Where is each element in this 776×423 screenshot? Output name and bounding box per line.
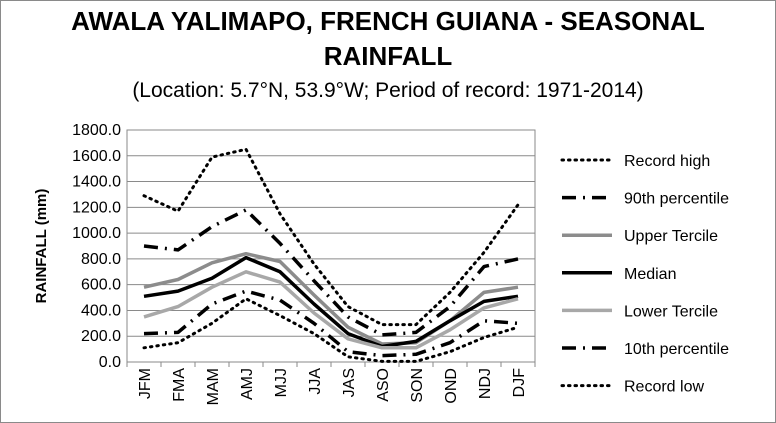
- x-tick-label: NDJ: [477, 368, 494, 399]
- legend-label: 90th percentile: [624, 191, 729, 208]
- legend-label: Record high: [624, 153, 710, 170]
- chart-subtitle: (Location: 5.7°N, 53.9°W; Period of reco…: [132, 79, 644, 102]
- y-tick-label: 400.0: [81, 302, 121, 319]
- legend-item-upper-tercile: Upper Tercile: [562, 228, 718, 245]
- x-tick-labels: JFM FMA MAM AMJ MJJ JJA JAS ASO SON OND NDJ DJF: [126, 362, 536, 405]
- series-lines: [142, 147, 520, 363]
- legend-label: Lower Tercile: [624, 303, 718, 320]
- y-tick-label: 800.0: [81, 251, 121, 268]
- x-tick-label: JFM: [137, 368, 154, 399]
- y-tick-label: 600.0: [81, 277, 121, 294]
- legend-item-record-low: Record low: [560, 379, 704, 396]
- legend-item-median: Median: [562, 266, 676, 283]
- legend-item-record-high: Record high: [560, 153, 710, 170]
- series-line-record-low: [142, 297, 520, 363]
- x-tick-label: JJA: [307, 368, 324, 395]
- series-line-lower-tercile: [143, 270, 519, 350]
- y-tick-label: 1000.0: [72, 225, 121, 242]
- y-tick-label: 1200.0: [72, 199, 121, 216]
- y-tick-labels: 0.0 200.0 400.0 600.0 800.0 1000.0 1200.0 1400.…: [72, 122, 121, 371]
- legend-item-10th-percentile: 10th percentile: [562, 341, 729, 358]
- x-tick-label: MJJ: [273, 368, 290, 397]
- chart-title-line-2: RAINFALL: [323, 41, 453, 71]
- series-line-median: [143, 255, 519, 349]
- y-tick-label: 1600.0: [72, 148, 121, 165]
- x-tick-label: DJF: [511, 368, 528, 398]
- legend-item-lower-tercile: Lower Tercile: [562, 303, 718, 320]
- legend-label: Upper Tercile: [624, 228, 718, 245]
- x-tick-label: SON: [409, 368, 426, 403]
- x-tick-label: ASO: [375, 368, 392, 402]
- x-tick-label: MAM: [205, 368, 222, 405]
- x-tick-label: AMJ: [239, 368, 256, 400]
- chart-title-line-1: AWALA YALIMAPO, FRENCH GUIANA - SEASONAL: [71, 6, 705, 36]
- x-tick-label: OND: [443, 368, 460, 404]
- x-tick-label: FMA: [171, 368, 188, 402]
- y-tick-label: 200.0: [81, 328, 121, 345]
- legend: Record high 90th percentile Upper Tercile M…: [560, 153, 729, 396]
- legend-label: Record low: [624, 379, 704, 396]
- legend-label: 10th percentile: [624, 341, 729, 358]
- y-tick-label: 0.0: [99, 354, 121, 371]
- y-tick-label: 1400.0: [72, 174, 121, 191]
- series-line-90th-percentile: [143, 208, 519, 337]
- y-tick-label: 1800.0: [72, 122, 121, 139]
- series-line-record-high: [142, 147, 520, 327]
- legend-label: Median: [624, 266, 676, 283]
- y-axis-label: RAINFALL (mm): [33, 189, 50, 304]
- legend-item-90th-percentile: 90th percentile: [562, 191, 729, 208]
- x-tick-label: JAS: [341, 368, 358, 397]
- series-line-10th-percentile: [143, 289, 519, 358]
